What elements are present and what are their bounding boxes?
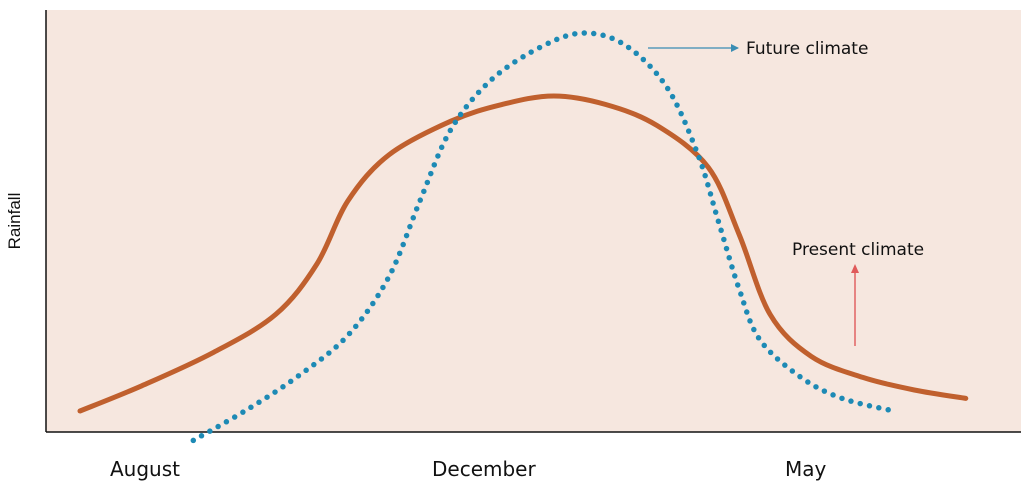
x-tick-label-may: May: [785, 457, 827, 481]
present-climate-line: [77, 93, 969, 414]
future-climate-label: Future climate: [746, 39, 868, 59]
plot-background: [46, 10, 1021, 432]
future-climate-line: [190, 30, 897, 444]
x-tick-label-december: December: [432, 457, 536, 481]
y-axis-label: Rainfall: [5, 193, 24, 250]
present-arrowhead: [851, 264, 859, 273]
future-arrowhead: [731, 44, 739, 52]
x-tick-label-august: August: [110, 457, 180, 481]
present-climate-label: Present climate: [792, 240, 924, 260]
